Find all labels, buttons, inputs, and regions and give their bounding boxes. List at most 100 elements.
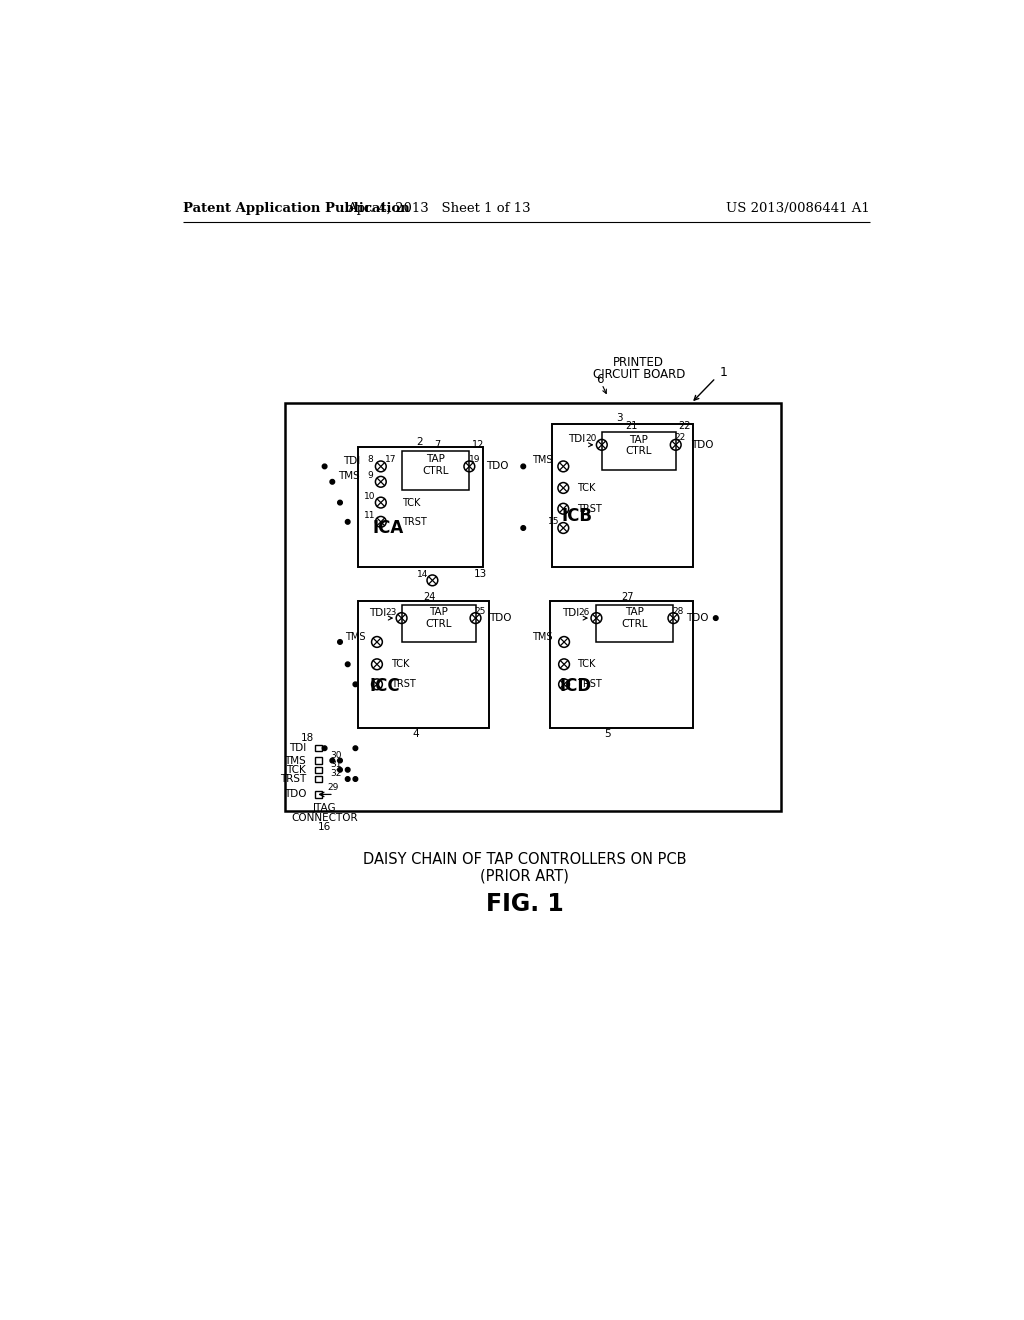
Text: TDI: TDI [369,607,386,618]
Text: TDI: TDI [289,743,306,754]
Circle shape [338,640,342,644]
Circle shape [353,776,357,781]
Text: 3: 3 [616,413,623,422]
Circle shape [345,520,350,524]
Text: Apr. 4, 2013   Sheet 1 of 13: Apr. 4, 2013 Sheet 1 of 13 [347,202,530,215]
Text: 22: 22 [675,433,686,442]
Bar [401,451,469,490]
Text: TRST: TRST [401,517,426,527]
Circle shape [338,758,342,763]
Text: (PRIOR ART): (PRIOR ART) [480,869,569,883]
Bar [285,404,781,812]
Text: TRST: TRST [578,504,602,513]
Text: 11: 11 [364,511,375,520]
Text: 30: 30 [331,751,342,759]
Text: 18: 18 [301,733,314,743]
Circle shape [323,746,327,751]
Text: 21: 21 [625,421,637,430]
Circle shape [345,767,350,772]
Text: TDO: TDO [488,612,511,623]
Text: TMS: TMS [338,471,360,482]
Text: 17: 17 [385,455,396,463]
Circle shape [323,465,327,469]
Text: 32: 32 [331,770,342,777]
Text: CONNECTOR: CONNECTOR [291,813,358,822]
Bar [401,605,475,642]
Text: Patent Application Publication: Patent Application Publication [183,202,410,215]
Circle shape [338,767,342,772]
Text: 22: 22 [679,421,691,430]
Bar [552,424,692,566]
Text: 19: 19 [469,455,480,463]
Bar [315,758,322,763]
Text: FIG. 1: FIG. 1 [486,892,563,916]
Text: 27: 27 [621,591,634,602]
Circle shape [521,465,525,469]
Bar [315,744,322,751]
Bar [357,601,488,729]
Circle shape [345,663,350,667]
Text: CIRCUIT BOARD: CIRCUIT BOARD [593,367,685,380]
Text: TDO: TDO [686,612,709,623]
Text: 6: 6 [597,372,604,385]
Text: 12: 12 [472,440,484,450]
Text: TDI: TDI [567,434,585,445]
Text: TDI: TDI [343,455,360,466]
Bar [550,601,692,729]
Text: TRST: TRST [280,774,306,784]
Text: TCK: TCK [287,764,306,775]
Text: ICB: ICB [561,507,593,525]
Text: 26: 26 [579,609,590,618]
Circle shape [353,746,357,751]
Bar [596,605,674,642]
Text: 5: 5 [604,730,611,739]
Text: TDI: TDI [562,607,580,618]
Text: 7: 7 [434,440,440,450]
Text: TRST: TRST [578,680,602,689]
Text: TRST: TRST [391,680,416,689]
Text: 1: 1 [720,366,727,379]
Text: 24: 24 [423,591,435,602]
Circle shape [521,525,525,531]
Text: 2: 2 [416,437,423,446]
Text: TCK: TCK [391,659,410,669]
Bar [315,767,322,774]
Text: TDO: TDO [691,440,714,450]
Text: JTAG: JTAG [312,804,337,813]
Text: ICC: ICC [370,677,400,694]
Bar [315,792,322,797]
Text: ICA: ICA [373,519,404,537]
Text: 15: 15 [548,517,559,527]
Text: PRINTED: PRINTED [613,356,665,370]
Text: 28: 28 [673,607,684,616]
Text: TMS: TMS [532,631,553,642]
Bar [315,776,322,781]
Text: TDO: TDO [486,462,509,471]
Text: DAISY CHAIN OF TAP CONTROLLERS ON PCB: DAISY CHAIN OF TAP CONTROLLERS ON PCB [364,851,686,867]
Text: TMS: TMS [285,755,306,766]
Text: 10: 10 [364,492,375,500]
Text: TCK: TCK [401,498,420,508]
Text: 8: 8 [368,455,373,463]
Text: TMS: TMS [345,631,366,642]
Text: TAP
CTRL: TAP CTRL [626,434,652,457]
Text: TDO: TDO [284,789,306,800]
Text: 13: 13 [474,569,487,579]
Text: 14: 14 [417,570,428,578]
Text: 9: 9 [368,471,373,480]
Text: TAP
CTRL: TAP CTRL [422,454,449,475]
Circle shape [330,479,335,484]
Circle shape [345,776,350,781]
Circle shape [353,682,357,686]
Text: TCK: TCK [578,659,596,669]
Text: 29: 29 [327,783,338,792]
Text: TCK: TCK [578,483,596,492]
Circle shape [714,616,718,620]
Circle shape [338,500,342,506]
Text: 23: 23 [385,609,396,618]
Text: TAP
CTRL: TAP CTRL [622,607,648,628]
Text: TAP
CTRL: TAP CTRL [425,607,452,628]
Text: 4: 4 [412,730,419,739]
Text: ICD: ICD [559,677,592,694]
Text: US 2013/0086441 A1: US 2013/0086441 A1 [726,202,869,215]
